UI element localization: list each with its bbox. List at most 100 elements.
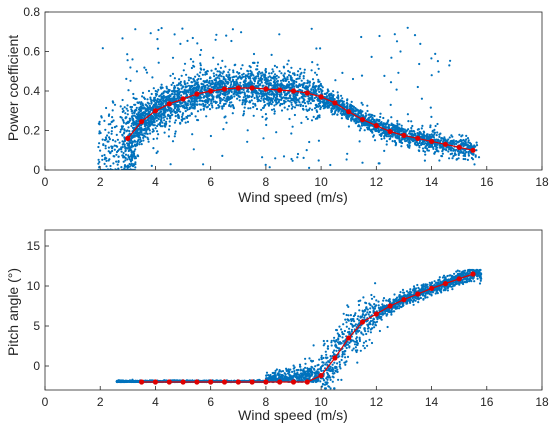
scatter-point xyxy=(342,110,345,113)
scatter-point xyxy=(357,112,360,115)
scatter-point xyxy=(321,89,324,92)
scatter-point xyxy=(372,119,376,122)
scatter-point xyxy=(315,92,318,96)
scatter-point xyxy=(149,117,152,120)
scatter-point xyxy=(279,79,283,82)
power-coefficient-fit-marker xyxy=(208,88,214,94)
scatter-point xyxy=(330,93,333,96)
scatter-point xyxy=(437,150,440,153)
scatter-point xyxy=(196,100,199,103)
scatter-point xyxy=(145,130,148,133)
scatter-point xyxy=(429,126,432,129)
scatter-point xyxy=(135,144,139,147)
scatter-point xyxy=(390,56,393,59)
scatter-point xyxy=(277,76,280,79)
scatter-point xyxy=(267,104,270,107)
scatter-point xyxy=(265,123,268,127)
scatter-point xyxy=(272,97,275,100)
scatter-point xyxy=(133,143,137,146)
scatter-point xyxy=(144,68,148,71)
scatter-point xyxy=(232,71,235,74)
scatter-point xyxy=(247,84,250,87)
scatter-point xyxy=(205,106,208,109)
scatter-point xyxy=(264,103,267,107)
scatter-point xyxy=(184,102,187,105)
scatter-point xyxy=(280,98,283,101)
scatter-point xyxy=(255,68,258,71)
scatter-point xyxy=(300,121,303,124)
scatter-point xyxy=(249,74,253,77)
scatter-point xyxy=(141,95,144,98)
scatter-point xyxy=(172,98,175,101)
scatter-point xyxy=(253,82,256,85)
scatter-point xyxy=(173,104,176,107)
power-coefficient-fit-marker xyxy=(277,87,283,93)
scatter-point xyxy=(264,76,267,79)
scatter-point xyxy=(168,124,171,128)
scatter-point xyxy=(98,130,101,133)
x-tick-label: 8 xyxy=(263,175,270,189)
scatter-point xyxy=(233,95,236,98)
scatter-point xyxy=(162,116,165,119)
scatter-point xyxy=(202,68,206,71)
scatter-point xyxy=(423,150,427,153)
scatter-point xyxy=(221,83,224,86)
scatter-point xyxy=(303,68,306,71)
scatter-point xyxy=(101,47,104,50)
scatter-point xyxy=(260,81,263,84)
scatter-point xyxy=(262,137,265,140)
scatter-point xyxy=(265,95,268,98)
scatter-point xyxy=(134,108,137,111)
scatter-point xyxy=(147,138,150,141)
scatter-point xyxy=(104,144,107,147)
scatter-point xyxy=(197,87,200,90)
scatter-point xyxy=(345,158,348,161)
scatter-point xyxy=(191,133,194,136)
scatter-point xyxy=(274,157,277,160)
scatter-point xyxy=(252,52,256,56)
scatter-point xyxy=(297,104,300,107)
scatter-point xyxy=(159,110,162,113)
scatter-point xyxy=(189,103,192,106)
scatter-point xyxy=(198,103,201,106)
power-coefficient-fit-marker xyxy=(442,141,448,147)
scatter-point xyxy=(290,103,293,106)
scatter-point xyxy=(442,274,446,277)
scatter-point xyxy=(259,89,262,92)
scatter-point xyxy=(121,134,124,137)
scatter-point xyxy=(176,104,179,107)
scatter-point xyxy=(164,115,167,118)
scatter-point xyxy=(142,96,146,99)
scatter-point xyxy=(181,119,184,122)
scatter-point xyxy=(145,112,148,115)
scatter-point xyxy=(330,357,333,360)
scatter-point xyxy=(150,102,153,105)
scatter-point xyxy=(395,88,398,91)
scatter-point xyxy=(296,73,299,77)
scatter-point xyxy=(110,132,113,135)
power-coefficient-fit-marker xyxy=(359,117,366,123)
scatter-point xyxy=(440,155,444,158)
scatter-point xyxy=(285,79,288,82)
scatter-point xyxy=(103,119,106,122)
scatter-point xyxy=(211,106,214,109)
scatter-point xyxy=(141,133,144,136)
scatter-point xyxy=(268,166,271,169)
scatter-point xyxy=(271,68,274,71)
scatter-point xyxy=(298,101,301,104)
scatter-point xyxy=(255,107,259,111)
scatter-point xyxy=(107,131,110,134)
scatter-point xyxy=(183,117,186,120)
scatter-point xyxy=(406,138,409,141)
scatter-point xyxy=(430,74,433,77)
scatter-point xyxy=(297,70,300,73)
scatter-point xyxy=(234,90,237,94)
scatter-point xyxy=(221,98,224,101)
scatter-point xyxy=(408,130,412,133)
scatter-point xyxy=(308,107,311,110)
scatter-point xyxy=(186,116,189,119)
scatter-point xyxy=(108,138,111,141)
scatter-point xyxy=(320,92,323,95)
scatter-point xyxy=(192,103,195,106)
scatter-point xyxy=(165,87,168,90)
